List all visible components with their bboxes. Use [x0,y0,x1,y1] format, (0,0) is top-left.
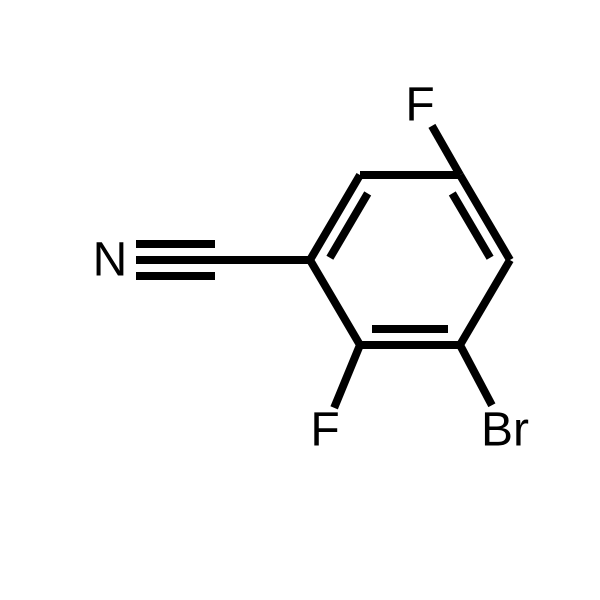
atom-label-f: F [405,79,434,132]
bond-line [452,193,490,257]
atom-label-n: N [93,234,128,287]
bond-line [330,193,368,257]
bond-line [460,260,510,345]
atom-label-f: F [310,404,339,457]
bond-line [432,126,460,175]
bond-line [334,345,360,408]
bond-line [460,345,492,405]
molecule-canvas: N F F Br [0,0,600,600]
atom-label-br: Br [481,404,529,457]
bond-line [310,260,360,345]
